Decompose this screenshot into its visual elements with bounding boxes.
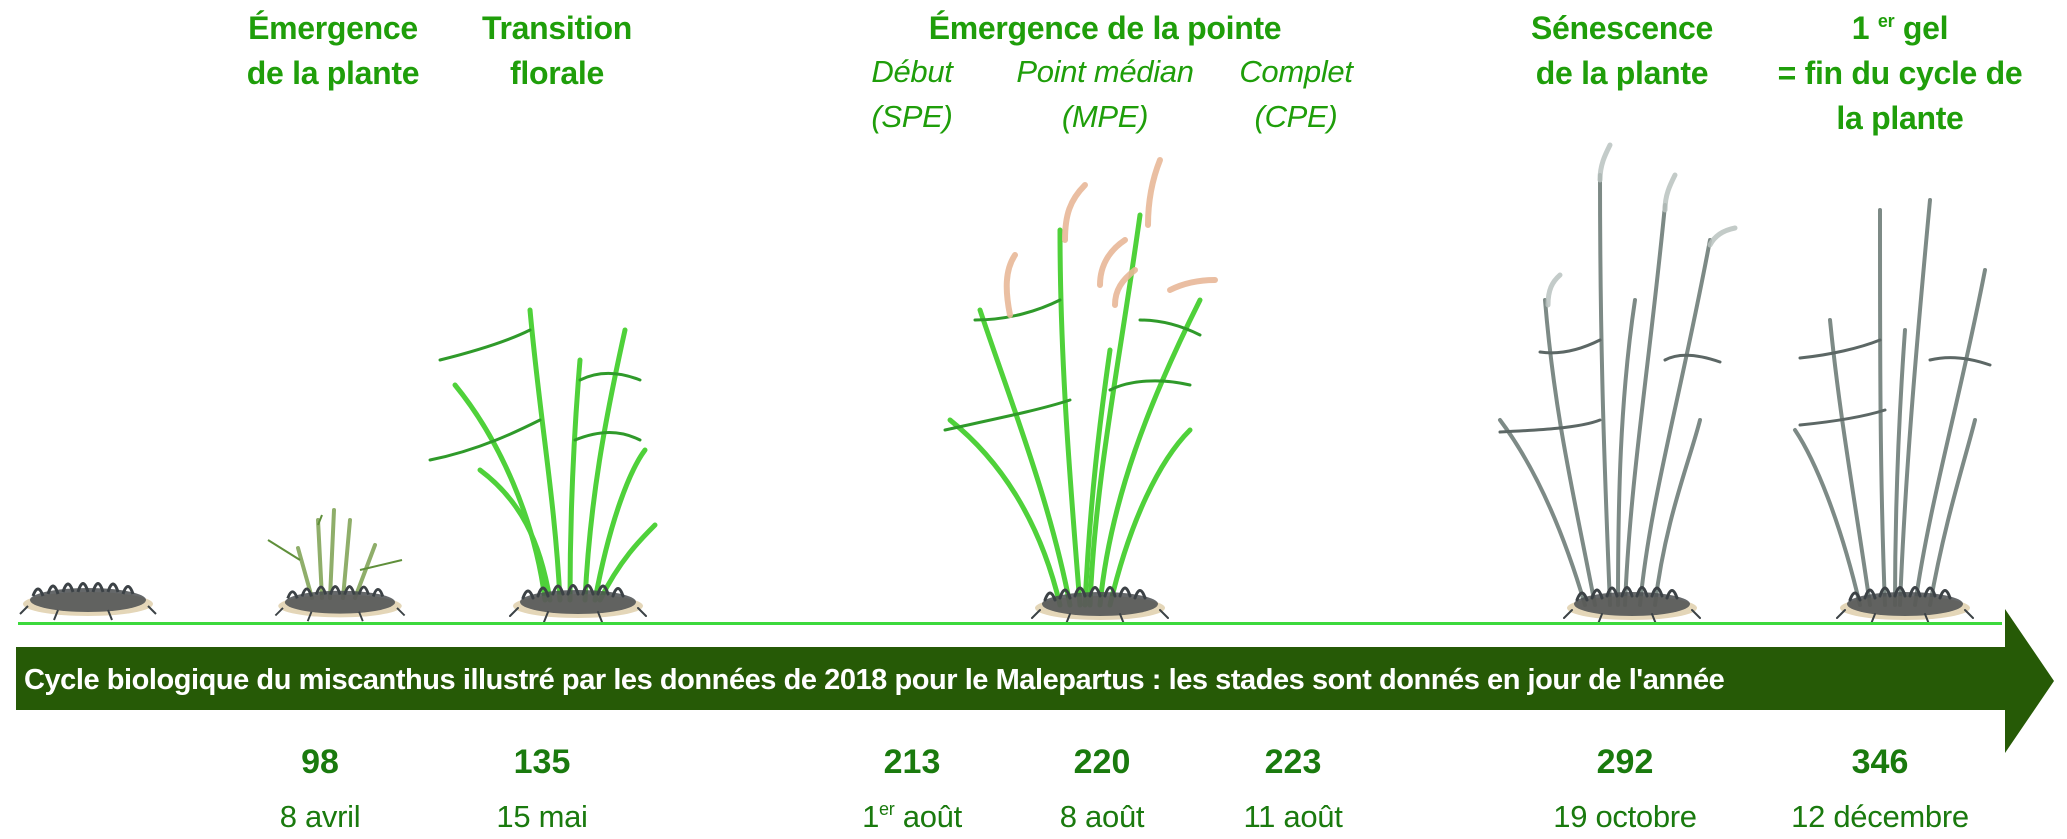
date-spe: 1er août xyxy=(862,796,962,838)
stage-label-line: florale xyxy=(510,55,604,91)
date-cpe: 11 août xyxy=(1243,799,1343,834)
stage-label-line: Point médian xyxy=(1016,54,1194,89)
flowering-plant-illustration xyxy=(943,157,1218,626)
day-number-first-frost: 346 xyxy=(1851,743,1909,781)
date-first-frost: 12 décembre xyxy=(1791,799,1969,834)
day-number-emergence: 98 xyxy=(301,743,339,781)
stage-label-line: Transition xyxy=(482,10,632,46)
stage-label-line: Sénescence xyxy=(1530,10,1714,46)
date-senescence: 19 octobre xyxy=(1553,799,1697,834)
stage-label-line: (MPE) xyxy=(1061,99,1149,134)
stage-label-line: 1 er gel xyxy=(1778,6,2023,51)
frozen-plant-illustration xyxy=(1793,198,1992,626)
date-floral-transition: 15 mai xyxy=(496,799,588,834)
day-number-floral-transition: 135 xyxy=(513,743,571,781)
date-month: août xyxy=(894,799,962,834)
stage-label-line: Début xyxy=(871,54,953,89)
ground-line xyxy=(18,622,2002,625)
day-number-spe: 213 xyxy=(883,743,941,781)
stage-label-line: la plante xyxy=(1836,100,1964,136)
date-emergence: 8 avril xyxy=(279,799,361,834)
stage-label-spe: Début (SPE) xyxy=(871,49,953,139)
timeline-caption: Cycle biologique du miscanthus illustré … xyxy=(24,664,1725,696)
stage-label-floral-transition: Transition florale xyxy=(482,6,632,96)
emerging-shoots-illustration xyxy=(267,508,407,623)
stage-label-line: de la plante xyxy=(1535,55,1709,91)
stage-label-line: Complet xyxy=(1239,54,1353,89)
day-number-senescence: 292 xyxy=(1596,743,1654,781)
stage-label-emergence: Émergence de la plante xyxy=(246,6,420,96)
senescent-plant-illustration xyxy=(1498,142,1738,626)
timeline-arrow xyxy=(16,609,2054,753)
day-number-mpe: 220 xyxy=(1073,743,1131,781)
date-mpe: 8 août xyxy=(1059,799,1145,834)
ordinal-suffix: er xyxy=(1877,11,1895,31)
stage-label-line: = fin du cycle de xyxy=(1777,55,2023,91)
ordinal-suffix: er xyxy=(879,799,895,819)
stage-label-line: (SPE) xyxy=(871,99,953,134)
plant-illustrations xyxy=(18,142,1992,626)
stage-label-cpe: Complet (CPE) xyxy=(1239,49,1353,139)
stage-label-line: de la plante xyxy=(246,55,420,91)
stage-label-senescence: Sénescence de la plante xyxy=(1531,6,1713,96)
stage-label-text: gel xyxy=(1894,10,1949,46)
stage-label-first-frost: 1 er gel = fin du cycle de la plante xyxy=(1778,6,2023,141)
panicle-emergence-heading: Émergence de la pointe xyxy=(928,10,1282,46)
young-plant-illustration xyxy=(428,307,658,624)
date-day: 1 xyxy=(862,799,880,834)
stage-label-line: (CPE) xyxy=(1254,99,1338,134)
day-number-cpe: 223 xyxy=(1264,743,1322,781)
stage-label-line: Émergence xyxy=(248,10,418,46)
ordinal-number: 1 xyxy=(1851,10,1870,46)
stage-label-mpe: Point médian (MPE) xyxy=(1016,49,1194,139)
